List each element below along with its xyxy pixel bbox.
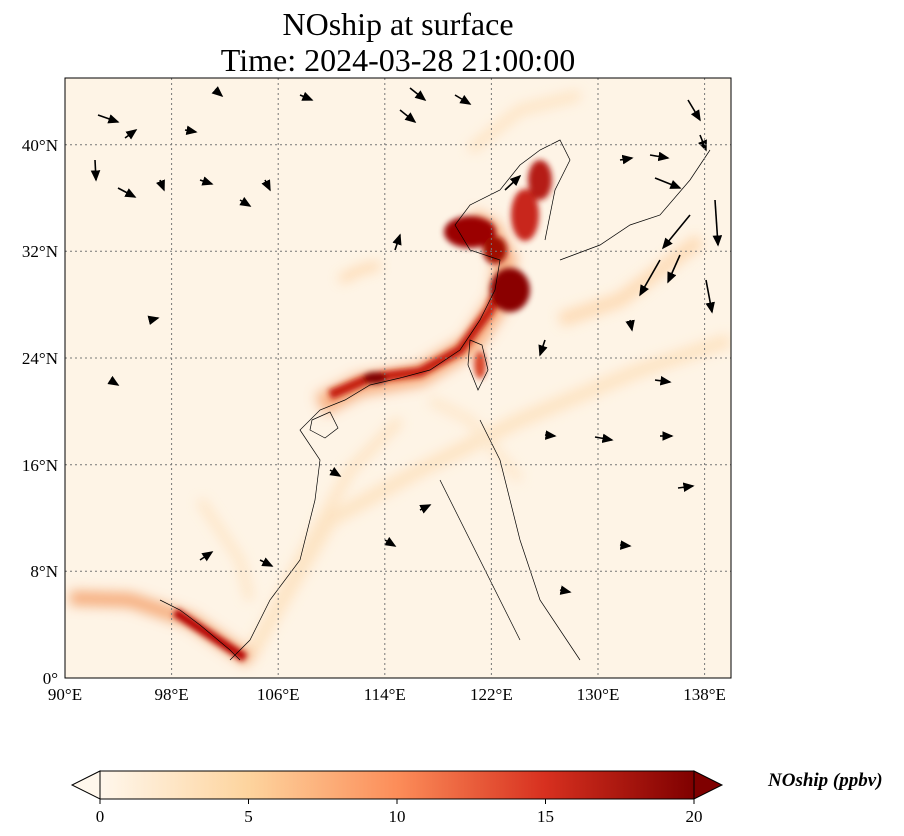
noship-concentration-field xyxy=(65,78,731,678)
lat-tick: 0° xyxy=(43,669,58,688)
map-subtitle-time: Time: 2024-03-28 21:00:00 xyxy=(220,42,576,78)
colorbar-gradient xyxy=(100,771,694,799)
map-title: NOship at surface xyxy=(282,6,514,42)
colorbar-tick: 20 xyxy=(686,807,703,826)
lon-tick: 90°E xyxy=(48,685,82,704)
lat-tick: 16°N xyxy=(22,456,58,475)
colorbar-tick: 5 xyxy=(244,807,253,826)
colorbar-tick: 0 xyxy=(96,807,105,826)
lat-tick: 32°N xyxy=(22,242,58,261)
lon-tick: 122°E xyxy=(470,685,513,704)
lon-tick: 138°E xyxy=(683,685,726,704)
wind-vectors xyxy=(90,86,723,595)
lat-tick: 24°N xyxy=(22,349,58,368)
colorbar-tick: 15 xyxy=(537,807,554,826)
lon-tick: 114°E xyxy=(364,685,406,704)
lat-tick-labels: 0° 8°N 16°N 24°N 32°N 40°N xyxy=(22,136,58,688)
gridlines xyxy=(65,78,731,678)
lat-tick: 8°N xyxy=(30,562,58,581)
lat-tick: 40°N xyxy=(22,136,58,155)
coastlines xyxy=(159,139,711,661)
lon-tick: 106°E xyxy=(257,685,300,704)
colorbar-tick: 10 xyxy=(389,807,406,826)
lon-tick: 130°E xyxy=(577,685,620,704)
map-frame xyxy=(64,77,732,679)
colorbar-extend-low xyxy=(70,770,101,800)
colorbar: 0 5 10 15 20 xyxy=(70,770,724,826)
lon-tick: 98°E xyxy=(155,685,189,704)
lon-tick-labels: 90°E 98°E 106°E 114°E 122°E 130°E 138°E xyxy=(48,685,726,704)
colorbar-extend-high xyxy=(693,770,724,800)
colorbar-label: NOship (ppbv) xyxy=(768,770,883,791)
